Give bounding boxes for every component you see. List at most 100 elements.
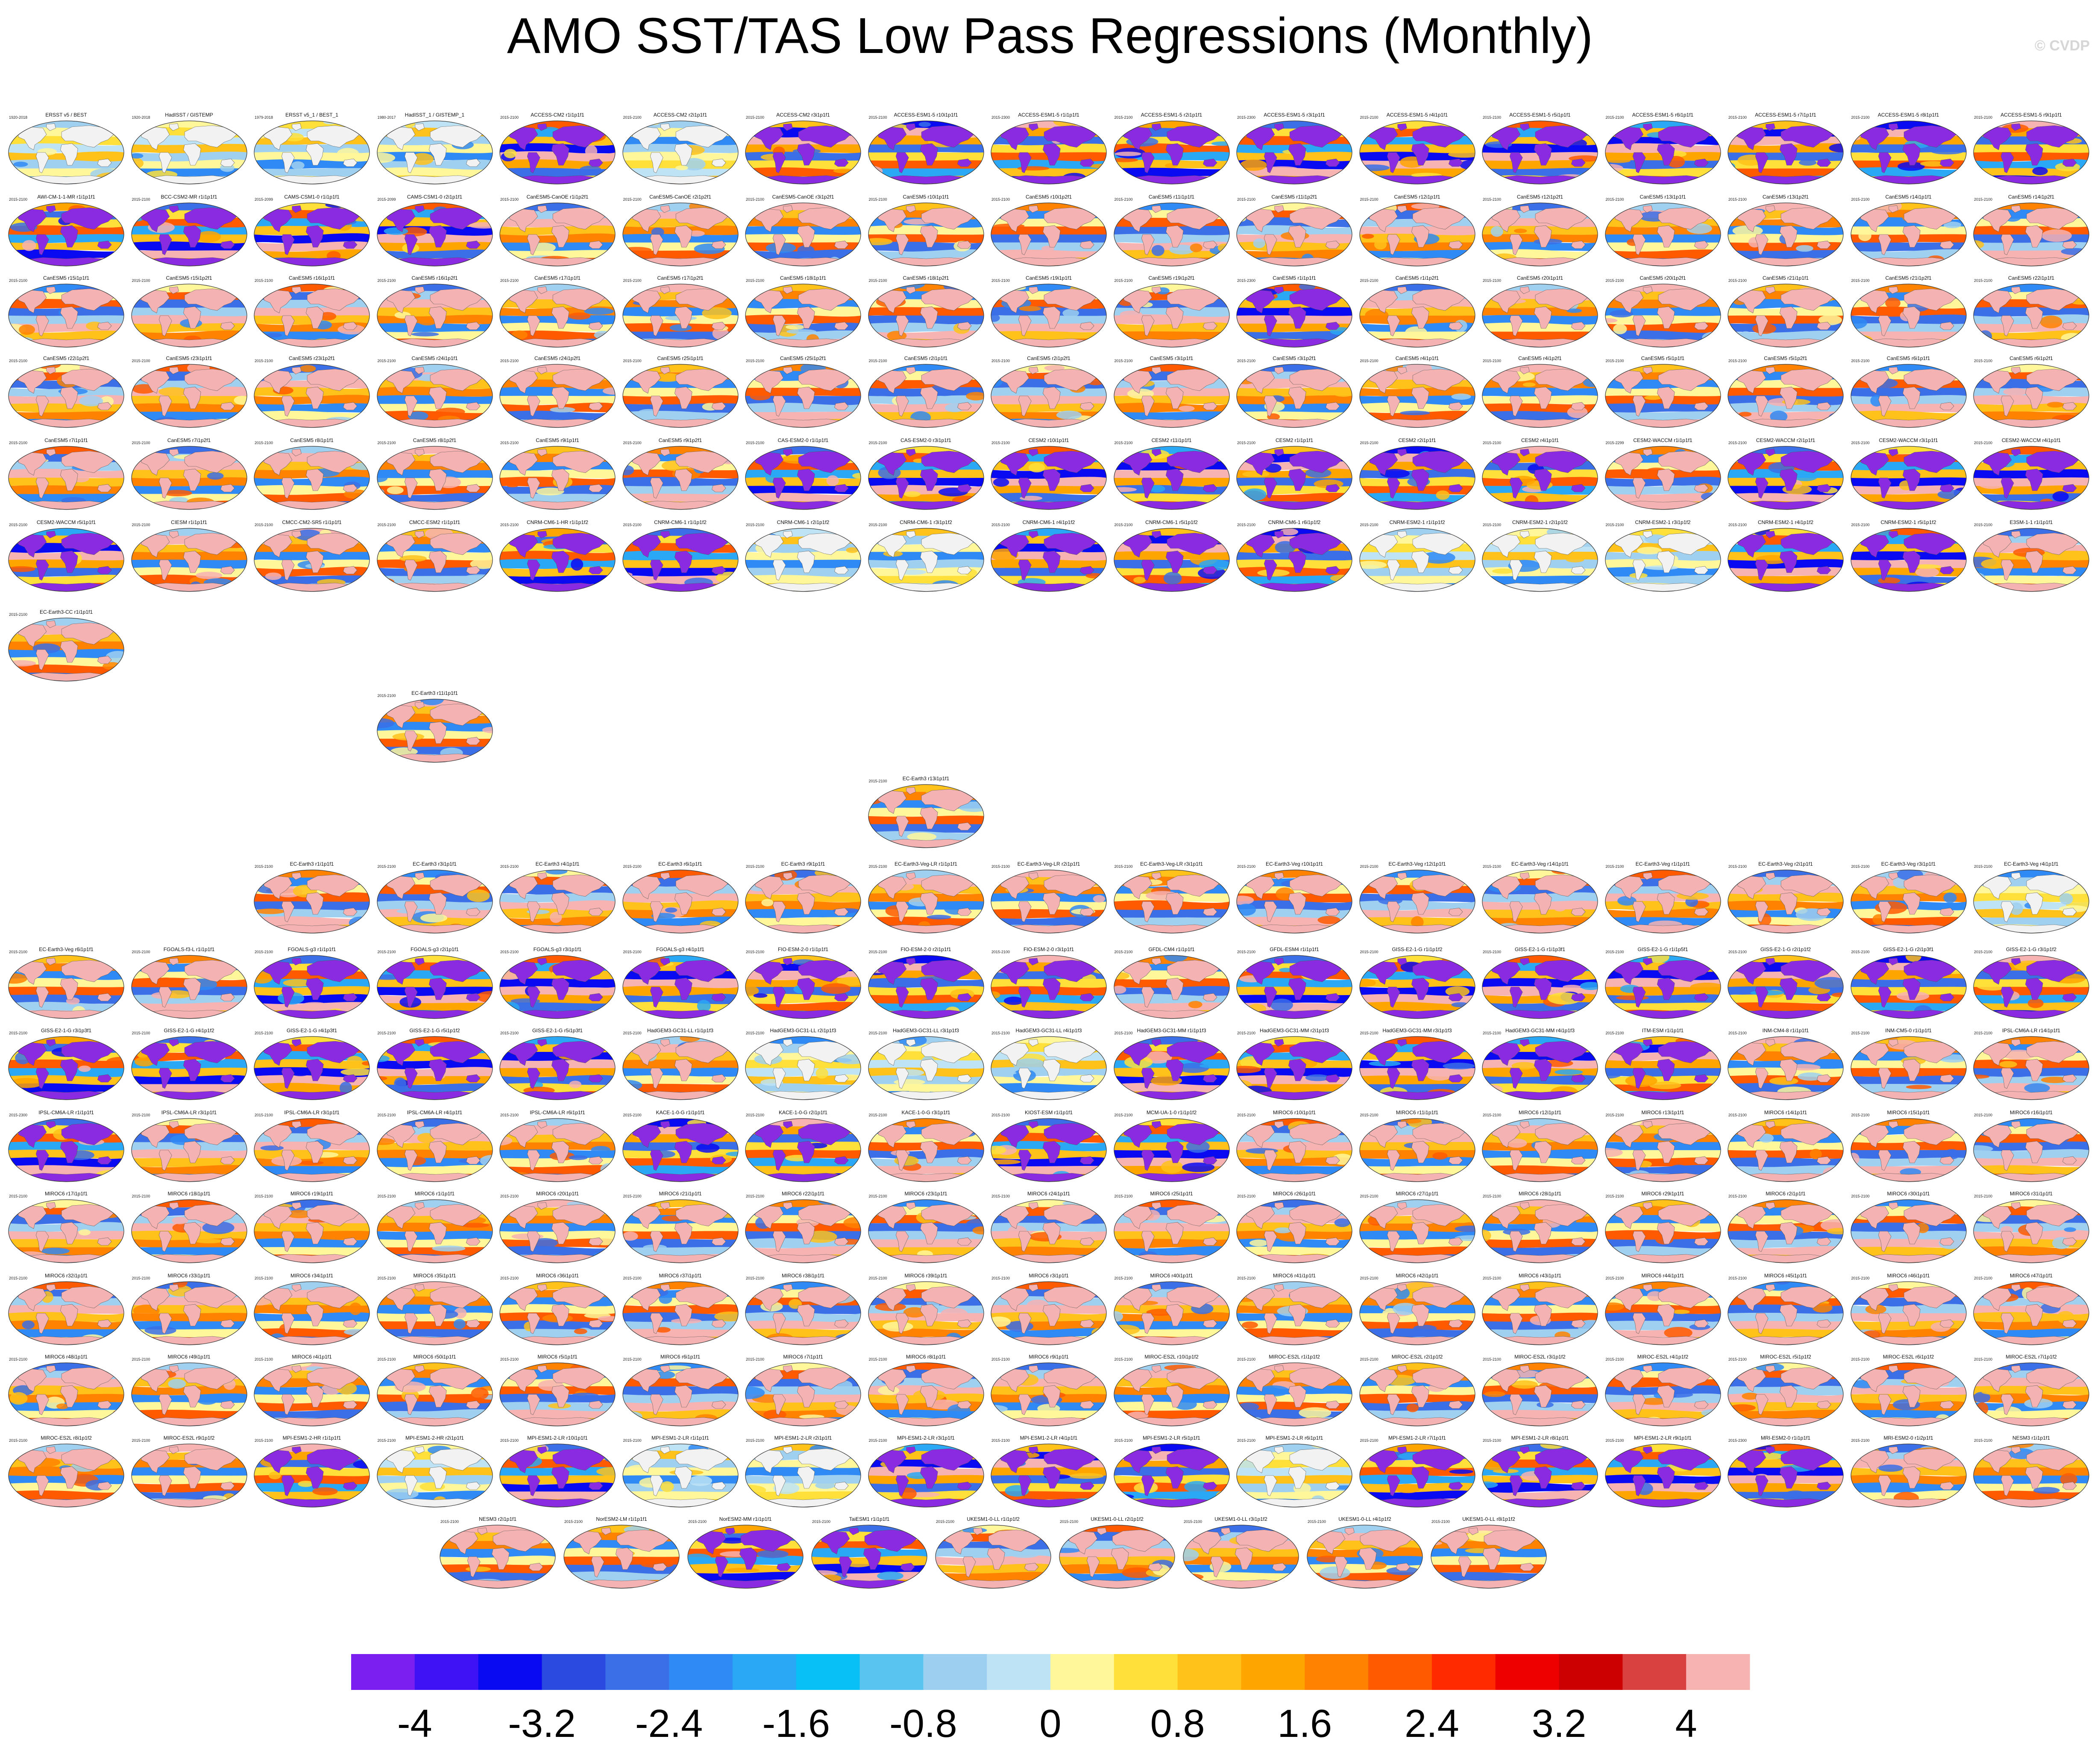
- regression-map: [1850, 1281, 1967, 1345]
- regression-map: [868, 1443, 984, 1508]
- panel-title: MIROC6 r32i1p1f1: [44, 1273, 88, 1279]
- regression-map: [8, 1362, 124, 1426]
- panel-year-range: 2015-2100: [868, 359, 887, 363]
- regression-map: [1728, 1036, 1844, 1100]
- panel-title: MIROC-ES2L r9i1p1f2: [163, 1435, 215, 1441]
- panel-title: CanESM5 r1i1p1f1: [1273, 275, 1316, 281]
- panel-year-range: 2015-2100: [500, 1194, 519, 1198]
- regression-map: [254, 955, 370, 1019]
- panel-title: CanESM5 r23i1p1f1: [166, 355, 212, 361]
- regression-map: [1307, 1525, 1423, 1589]
- regression-map: [1604, 870, 1721, 934]
- panel-title: FGOALS-g3 r3i1p1f1: [533, 946, 582, 952]
- panel-title: MIROC6 r7i1p1f1: [783, 1354, 823, 1360]
- panel-year-range: 2015-2100: [132, 441, 150, 445]
- panel-year-range: 2015-2100: [1237, 864, 1256, 869]
- panel-year-range: 2015-2100: [868, 523, 887, 527]
- panel-year-range: 2015-2100: [623, 441, 642, 445]
- panel-year-range: 2015-2100: [1605, 1357, 1624, 1362]
- panel-year-range: 2015-2100: [377, 523, 396, 527]
- regression-map: [499, 120, 616, 184]
- regression-map: [745, 1281, 861, 1345]
- panel-year-range: 2015-2100: [1974, 1113, 1993, 1117]
- panel-year-range: 2015-2100: [1974, 523, 1993, 527]
- regression-map: [622, 446, 739, 510]
- panel-year-range: 2015-2100: [868, 115, 887, 120]
- panel-title: EC-Earth3-Veg r3i1p1f1: [1881, 861, 1936, 867]
- panel-year-range: 2015-2100: [9, 1031, 28, 1035]
- regression-map: [131, 955, 247, 1019]
- regression-map: [131, 1118, 247, 1182]
- regression-map: [1359, 446, 1475, 510]
- regression-map: [1236, 955, 1352, 1019]
- regression-map: [8, 528, 124, 592]
- regression-map: [1850, 446, 1967, 510]
- panel-year-range: 2015-2100: [1728, 359, 1747, 363]
- panel-title: E3SM-1-1 r1i1p1f1: [2009, 519, 2053, 525]
- panel-year-range: 2015-2100: [500, 278, 519, 283]
- panel-title: GISS-E2-1-G r2i1p1f2: [1760, 946, 1811, 952]
- panel-title: MIROC-ES2L r7i1p1f2: [2006, 1354, 2057, 1360]
- panel-year-range: 2015-2100: [1360, 1113, 1378, 1117]
- panel-title: CanESM5 r1i1p2f1: [1395, 275, 1439, 281]
- panel-title: CanESM5 r8i1p2f1: [413, 437, 457, 443]
- panel-title: MIROC6 r24i1p1f1: [1027, 1191, 1071, 1197]
- panel-year-range: 2015-2100: [1114, 359, 1133, 363]
- panel-year-range: 2015-2100: [1237, 1113, 1256, 1117]
- panel-title: CESM2-WACCM r5i1p1f1: [36, 519, 96, 525]
- panel-year-range: 2015-2100: [1483, 359, 1502, 363]
- panel-year-range: 2015-2100: [1974, 278, 1993, 283]
- regression-map: [1113, 284, 1230, 348]
- panel-title: CanESM5 r7i1p1f1: [44, 437, 88, 443]
- regression-map: [745, 1362, 861, 1426]
- regression-map: [991, 1362, 1107, 1426]
- regression-map: [622, 1362, 739, 1426]
- panel-title: HadISST / GISTEMP: [165, 112, 213, 118]
- regression-map: [1359, 1362, 1475, 1426]
- panel-year-range: 2015-2100: [9, 612, 28, 617]
- panel-title: CanESM5 r6i1p2f1: [2009, 355, 2053, 361]
- panel-title: MRI-ESM2-0 r1i2p1f1: [1883, 1435, 1933, 1441]
- panel-year-range: 2015-2100: [500, 950, 519, 954]
- panel-year-range: 2015-2100: [868, 779, 887, 783]
- panel-title: CNRM-CM6-1 r6i1p1f2: [1268, 519, 1321, 525]
- panel-year-range: 2015-2100: [132, 1194, 150, 1198]
- regression-map: [1850, 1036, 1967, 1100]
- colorbar-tick-label: 0.8: [1150, 1702, 1205, 1745]
- regression-map: [1236, 1118, 1352, 1182]
- panel-year-range: 2015-2100: [377, 950, 396, 954]
- panel-year-range: 2015-2100: [9, 197, 28, 202]
- regression-map: [1728, 202, 1844, 266]
- panel-title: CanESM5 r6i1p1f1: [1886, 355, 1930, 361]
- panel-title: MIROC6 r17i1p1f1: [44, 1191, 88, 1197]
- panel-year-range: 2015-2100: [1851, 197, 1870, 202]
- panel-title: MPI-ESM1-2-LR r2i1p1f1: [774, 1435, 832, 1441]
- panel-title: INM-CM4-8 r1i1p1f1: [1762, 1028, 1809, 1034]
- regression-map: [1113, 1281, 1230, 1345]
- panel-year-range: 2015-2100: [377, 278, 396, 283]
- panel-title: MIROC6 r4i1p1f1: [292, 1354, 332, 1360]
- regression-map: [440, 1525, 556, 1589]
- panel-title: EC-Earth3 r11i1p1f1: [411, 690, 458, 696]
- panel-year-range: 2015-2100: [1851, 1438, 1870, 1443]
- panel-year-range: 2015-2100: [564, 1520, 583, 1524]
- panel-year-range: 2015-2100: [1851, 359, 1870, 363]
- regression-map: [1973, 1443, 2089, 1508]
- panel-year-range: 2015-2100: [746, 115, 765, 120]
- panel-title: MIROC6 r29i1p1f1: [1641, 1191, 1684, 1197]
- panel-title: MIROC-ES2L r5i1p1f2: [1760, 1354, 1811, 1360]
- panel-title: MIROC6 r10i1p1f1: [1273, 1110, 1316, 1116]
- regression-map: [1604, 1199, 1721, 1263]
- regression-map: [376, 1281, 493, 1345]
- panel-title: MIROC6 r46i1p1f1: [1887, 1273, 1930, 1279]
- panel-year-range: 2015-2100: [1974, 1194, 1993, 1198]
- panel-title: MPI-ESM1-2-HR r2i1p1f1: [405, 1435, 464, 1441]
- regression-map: [376, 446, 493, 510]
- colorbar-swatch: [351, 1654, 415, 1690]
- panel-title: CanESM5 r20i1p1f1: [1516, 275, 1563, 281]
- panel-year-range: 2015-2100: [623, 1357, 642, 1362]
- regression-map: [991, 1443, 1107, 1508]
- panel-title: MIROC6 r13i1p1f1: [1641, 1110, 1684, 1116]
- colorbar-swatch: [1050, 1654, 1115, 1690]
- regression-map: [254, 1199, 370, 1263]
